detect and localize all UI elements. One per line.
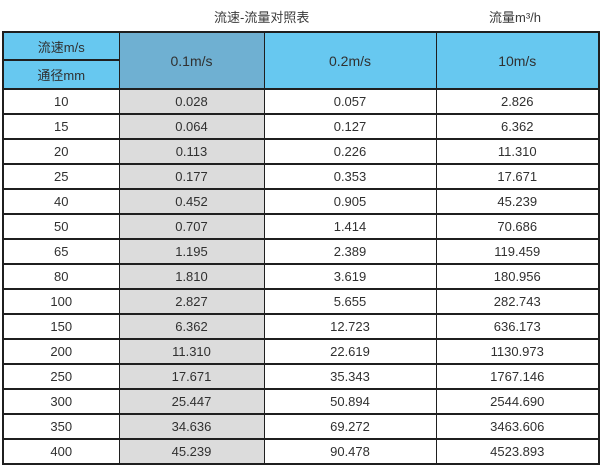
table-row: 40 0.452 0.905 45.239 [2,188,600,215]
diameter-cell: 15 [2,113,120,140]
diameter-cell: 300 [2,388,120,415]
table-row: 20 0.113 0.226 11.310 [2,138,600,165]
diameter-cell: 10 [2,88,120,115]
flow-value-cell: 2.389 [263,238,437,265]
diameter-cell: 20 [2,138,120,165]
page-title: 流速-流量对照表 [214,10,310,25]
table-row: 50 0.707 1.414 70.686 [2,213,600,240]
flow-value-cell: 2.827 [118,288,265,315]
flow-value-cell: 2.826 [435,88,600,115]
table-row: 15 0.064 0.127 6.362 [2,113,600,140]
flow-value-cell: 1.195 [118,238,265,265]
diameter-cell: 25 [2,163,120,190]
table-row: 200 11.310 22.619 1130.973 [2,338,600,365]
flow-value-cell: 0.064 [118,113,265,140]
flow-value-cell: 45.239 [118,438,265,465]
table-row: 350 34.636 69.272 3463.606 [2,413,600,440]
flow-value-cell: 1130.973 [435,338,600,365]
flow-value-cell: 35.343 [263,363,437,390]
diameter-cell: 200 [2,338,120,365]
flow-value-cell: 4523.893 [435,438,600,465]
flow-value-cell: 6.362 [435,113,600,140]
flow-value-cell: 0.905 [263,188,437,215]
flow-table-body: 10 0.028 0.057 2.826 15 0.064 0.127 6.362 20 0.11… [2,88,600,465]
flow-value-cell: 636.173 [435,313,600,340]
flow-value-cell: 3463.606 [435,413,600,440]
flow-value-cell: 22.619 [263,338,437,365]
table-row: 250 17.671 35.343 1767.146 [2,363,600,390]
table-row: 10 0.028 0.057 2.826 [2,88,600,115]
flow-unit-label: 流量m³/h [489,10,542,25]
flow-value-cell: 0.028 [118,88,265,115]
diameter-cell: 400 [2,438,120,465]
flow-value-cell: 69.272 [263,413,437,440]
flow-value-cell: 5.655 [263,288,437,315]
flow-value-cell: 119.459 [435,238,600,265]
page-header: 流速-流量对照表 流量m³/h [0,0,600,31]
flow-value-cell: 34.636 [118,413,265,440]
table-row: 100 2.827 5.655 282.743 [2,288,600,315]
flow-value-cell: 17.671 [118,363,265,390]
diameter-cell: 50 [2,213,120,240]
flow-table-header: 流速m/s 0.1m/s 0.2m/s 10m/s 通径mm [2,31,600,90]
diameter-cell: 150 [2,313,120,340]
flow-value-cell: 0.353 [263,163,437,190]
flow-value-cell: 11.310 [118,338,265,365]
diameter-cell: 250 [2,363,120,390]
flow-value-cell: 0.177 [118,163,265,190]
diameter-cell: 100 [2,288,120,315]
flow-value-cell: 282.743 [435,288,600,315]
flow-value-cell: 180.956 [435,263,600,290]
table-row: 25 0.177 0.353 17.671 [2,163,600,190]
velocity-column-header-0.1: 0.1m/s [118,31,265,90]
diameter-cell: 65 [2,238,120,265]
velocity-column-header-10: 10m/s [435,31,600,90]
flow-value-cell: 50.894 [263,388,437,415]
flow-table: 流速m/s 0.1m/s 0.2m/s 10m/s 通径mm 10 0.028 0.… [2,31,600,465]
diameter-cell: 80 [2,263,120,290]
flow-value-cell: 0.057 [263,88,437,115]
flow-value-cell: 45.239 [435,188,600,215]
table-row: 80 1.810 3.619 180.956 [2,263,600,290]
flow-value-cell: 3.619 [263,263,437,290]
flow-value-cell: 0.113 [118,138,265,165]
flow-value-cell: 12.723 [263,313,437,340]
flow-value-cell: 0.452 [118,188,265,215]
flow-value-cell: 90.478 [263,438,437,465]
diameter-cell: 350 [2,413,120,440]
flow-value-cell: 6.362 [118,313,265,340]
velocity-column-header-0.2: 0.2m/s [263,31,437,90]
flow-value-cell: 1.810 [118,263,265,290]
corner-cell-velocity-label: 流速m/s [2,31,120,61]
flow-value-cell: 2544.690 [435,388,600,415]
flow-value-cell: 1767.146 [435,363,600,390]
flow-value-cell: 0.127 [263,113,437,140]
flow-value-cell: 0.226 [263,138,437,165]
flow-value-cell: 11.310 [435,138,600,165]
table-row: 400 45.239 90.478 4523.893 [2,438,600,465]
flow-value-cell: 17.671 [435,163,600,190]
table-row: 300 25.447 50.894 2544.690 [2,388,600,415]
table-row: 150 6.362 12.723 636.173 [2,313,600,340]
diameter-cell: 40 [2,188,120,215]
flow-value-cell: 25.447 [118,388,265,415]
table-row: 65 1.195 2.389 119.459 [2,238,600,265]
flow-value-cell: 70.686 [435,213,600,240]
flow-value-cell: 0.707 [118,213,265,240]
flow-value-cell: 1.414 [263,213,437,240]
corner-cell-diameter-label: 通径mm [2,59,120,90]
